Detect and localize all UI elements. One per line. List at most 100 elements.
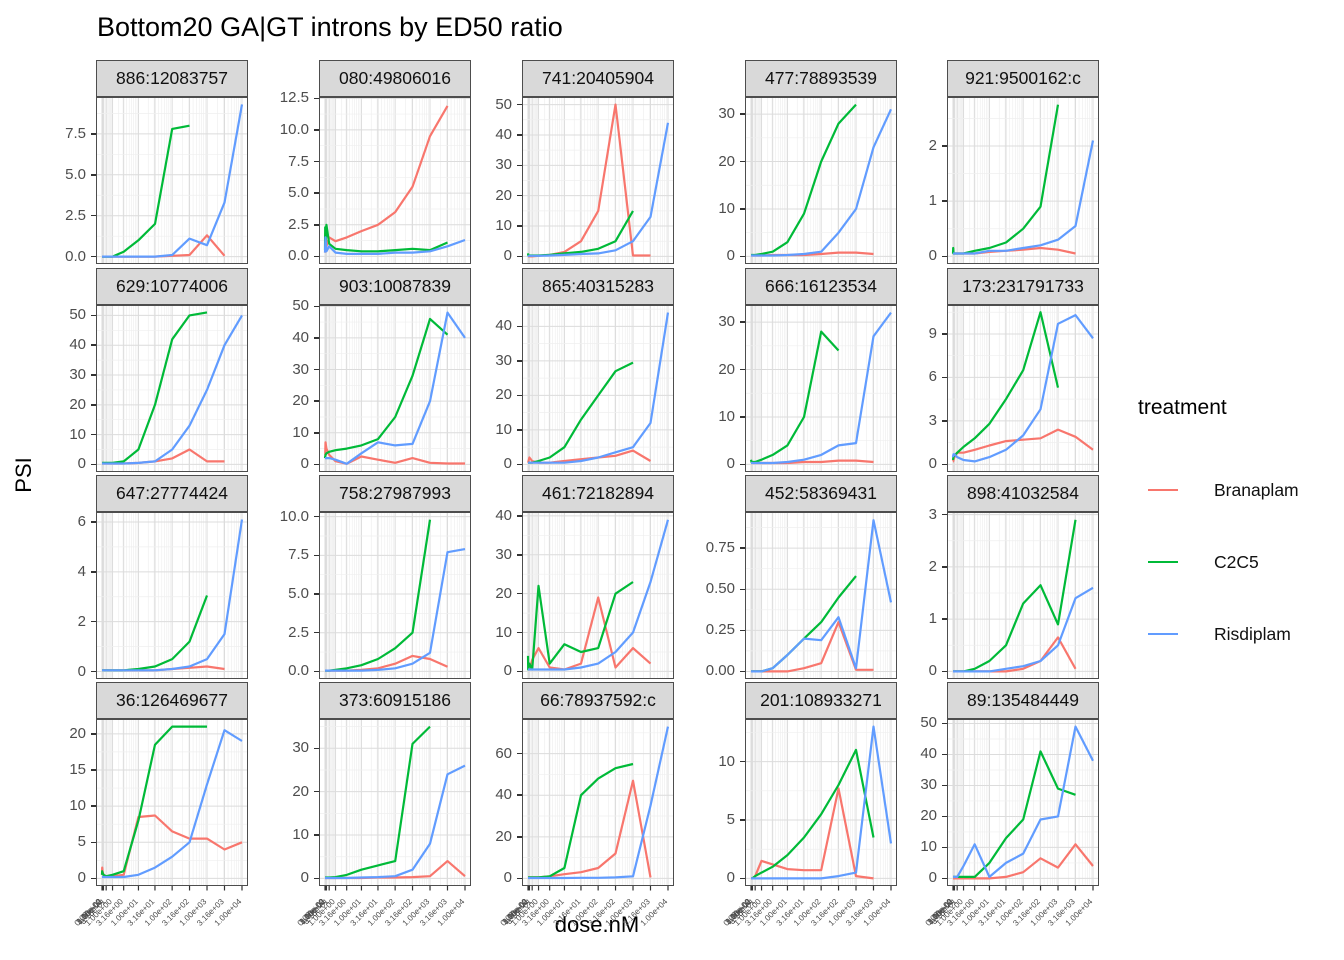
y-tick-label: 10 (69, 425, 86, 443)
y-tick-label: 1 (928, 192, 937, 210)
y-tick-mark (314, 834, 319, 836)
y-tick-mark (91, 255, 96, 258)
y-tick-label: 30 (292, 360, 309, 378)
y-tick-mark (740, 208, 745, 210)
y-tick-mark (517, 631, 522, 634)
y-tick-label: 20 (292, 392, 309, 410)
y-tick-mark (942, 333, 947, 335)
facet-strip: 89:135484449 (947, 682, 1099, 719)
series-line-risdiplam (750, 311, 892, 465)
series-line-risdiplam (101, 519, 244, 672)
y-tick-mark (517, 394, 522, 397)
series-line-branaplam (527, 449, 652, 464)
y-tick-label: 5 (726, 811, 735, 829)
y-tick-label: 4 (77, 562, 86, 580)
y-tick-mark (91, 374, 96, 376)
facet-strip: 36:126469677 (96, 682, 248, 719)
facet-strip: 647:27774424 (96, 475, 248, 512)
y-tick-label: 3 (928, 411, 937, 429)
y-tick-label: 7.5 (288, 152, 309, 170)
series-line-branaplam (323, 105, 449, 253)
legend: treatment Branaplam C2C5 Risdiplam (1138, 396, 1338, 670)
y-tick-label: 6 (928, 368, 937, 386)
y-tick-mark (517, 794, 522, 796)
y-tick-label: 10.0 (279, 120, 309, 138)
y-tick-mark (740, 547, 745, 549)
y-tick-mark (314, 224, 319, 226)
facet-strip: 477:78893539 (745, 60, 897, 97)
y-tick-mark (91, 841, 96, 843)
legend-title: treatment (1138, 396, 1227, 419)
y-tick-label: 20 (292, 782, 309, 800)
facet-strip: 741:20405904 (522, 60, 674, 97)
y-tick-mark (314, 515, 319, 518)
series-line-risdiplam (527, 312, 670, 464)
facet-panel (319, 512, 471, 679)
y-tick-label: 0 (726, 455, 735, 473)
y-tick-label: 5.0 (288, 585, 309, 603)
y-tick-mark (91, 314, 96, 317)
y-tick-label: 20 (495, 386, 512, 404)
y-tick-label: 20 (718, 152, 735, 170)
y-tick-label: 20 (495, 186, 512, 204)
y-tick-label: 0 (77, 869, 86, 887)
facet-strip: 173:231791733 (947, 268, 1099, 305)
facet-panel (947, 97, 1099, 264)
series-line-risdiplam (952, 586, 1094, 673)
facet-strip: 865:40315283 (522, 268, 674, 305)
facet-panel (96, 719, 248, 886)
y-tick-mark (314, 877, 319, 880)
y-tick-mark (740, 321, 745, 323)
y-tick-mark (91, 877, 96, 880)
y-tick-label: 0.50 (705, 580, 735, 598)
y-tick-label: 5 (77, 833, 86, 851)
y-tick-mark (314, 368, 319, 371)
y-tick-mark (517, 225, 522, 227)
y-tick-mark (942, 566, 947, 568)
series-line-branaplam (324, 441, 465, 465)
series-line-risdiplam (951, 314, 1094, 463)
y-tick-mark (942, 618, 947, 620)
facet-panel (319, 97, 471, 264)
y-tick-label: 10 (495, 623, 512, 641)
y-tick-mark (517, 429, 522, 431)
y-tick-label: 40 (495, 125, 512, 143)
y-tick-mark (942, 420, 947, 422)
y-tick-label: 30 (495, 351, 512, 369)
y-tick-label: 5.0 (288, 184, 309, 202)
y-tick-label: 40 (495, 506, 512, 524)
y-tick-label: 15 (69, 760, 86, 778)
y-tick-mark (942, 255, 947, 258)
y-tick-mark (314, 160, 319, 163)
y-tick-mark (740, 877, 745, 880)
y-tick-label: 7.5 (65, 124, 86, 142)
y-tick-mark (91, 404, 96, 406)
y-tick-label: 30 (920, 776, 937, 794)
y-tick-label: 0.00 (705, 662, 735, 680)
y-tick-label: 0 (77, 455, 86, 473)
y-tick-mark (314, 337, 319, 339)
facet-strip: 452:58369431 (745, 475, 897, 512)
series-line-risdiplam (527, 726, 670, 880)
y-tick-mark (91, 214, 96, 217)
y-tick-mark (91, 521, 96, 523)
series-line-c2c5 (100, 725, 207, 878)
legend-label: Branaplam (1214, 479, 1299, 500)
y-tick-mark (740, 819, 745, 821)
y-tick-mark (314, 97, 319, 99)
y-tick-mark (517, 103, 522, 106)
facet-panel (522, 97, 674, 264)
facet-panel (745, 97, 897, 264)
y-tick-label: 2.5 (288, 623, 309, 641)
y-tick-label: 7.5 (288, 546, 309, 564)
facet-strip: 666:16123534 (745, 268, 897, 305)
y-tick-mark (517, 255, 522, 258)
y-tick-label: 0 (928, 247, 937, 265)
facet-panel (522, 512, 674, 679)
series-line-risdiplam (323, 236, 466, 255)
y-tick-mark (740, 113, 745, 115)
facet-panel (319, 719, 471, 886)
y-tick-mark (740, 416, 745, 418)
y-tick-label: 20 (69, 395, 86, 413)
